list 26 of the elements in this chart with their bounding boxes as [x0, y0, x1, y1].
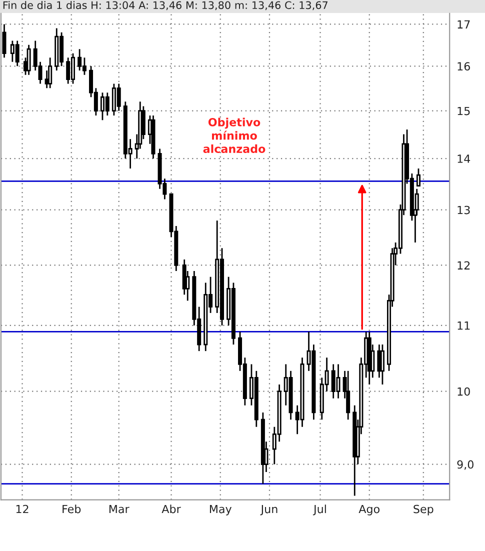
y-tick-label: 10 [458, 387, 470, 396]
chart-title: Fin de dia 1 dias H: 13:04 A: 13,46 M: 13,80 m: 13,46 C: 13,67 [3, 1, 328, 10]
y-tick-label: 9,0 [457, 460, 474, 470]
candlestick [416, 168, 420, 186]
x-tick-label: Jul [312, 504, 326, 516]
y-tick-label: 16 [458, 62, 470, 71]
candlestick [26, 44, 31, 76]
x-tick-label: 12 [16, 504, 28, 514]
candlestick [380, 344, 384, 386]
x-tick-label: Abr [162, 504, 181, 514]
x-tick-label: Mar [109, 504, 130, 514]
x-tick-label: Jun [260, 504, 278, 516]
x-tick-label: Ago [358, 504, 380, 516]
candlestick [48, 56, 52, 89]
y-tick-label: 12 [458, 261, 470, 270]
x-tick-label: Sep [414, 504, 434, 516]
x-tick-label: Feb [62, 504, 81, 514]
candlestick [2, 24, 6, 58]
y-tick-label: 14 [458, 154, 470, 163]
candlestick [346, 370, 350, 420]
y-tick-label: 11 [458, 322, 470, 330]
y-tick-label: 13 [458, 206, 470, 214]
annotation: Objetivo mínimo alcanzado [203, 118, 266, 154]
y-tick-label: 17 [458, 20, 470, 28]
x-tick-label: May [210, 504, 232, 516]
y-tick-label: 15 [458, 106, 470, 116]
